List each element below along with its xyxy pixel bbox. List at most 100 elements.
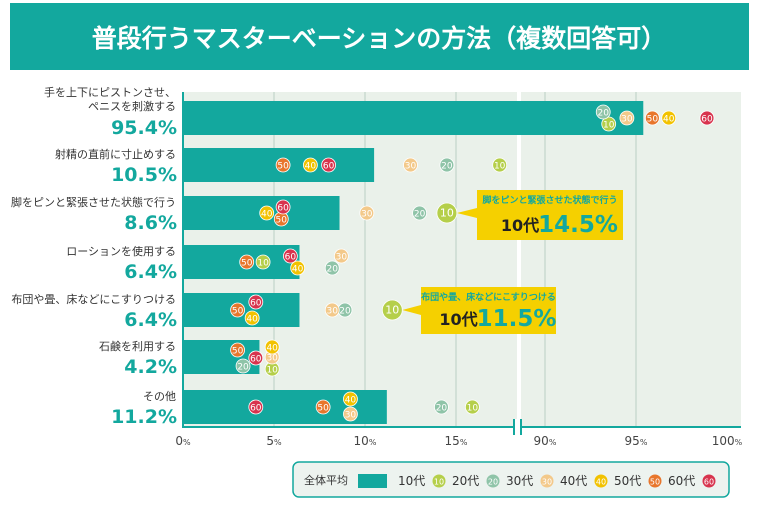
age-marker-label: 40 (663, 115, 675, 125)
age-marker-20 (235, 358, 251, 374)
age-marker-label: 20 (441, 162, 453, 172)
callout-box (477, 190, 623, 240)
legend-series-label: 10代 (398, 474, 425, 488)
age-marker-label: 20 (436, 404, 448, 414)
age-marker-label: 20 (339, 307, 351, 317)
age-marker-label: 20 (237, 363, 249, 373)
age-marker-10 (492, 157, 508, 173)
age-marker-50 (644, 110, 660, 126)
callout-value: 14.5% (538, 212, 618, 238)
age-marker-label: 10 (257, 259, 269, 269)
legend-series-label: 50代 (614, 474, 641, 488)
overall-pct-label: 11.2% (111, 406, 177, 428)
age-marker-label: 60 (323, 162, 335, 172)
x-tick-label: 90% (534, 434, 557, 448)
callout-title: 脚をピンと緊張させた状態で行う (482, 194, 617, 206)
age-marker-label: 60 (701, 115, 713, 125)
age-marker-label: 60 (250, 299, 262, 309)
category-label: 射精の直前に寸止めする (55, 147, 176, 161)
age-marker-60 (248, 350, 264, 366)
overall-pct-label: 10.5% (111, 164, 177, 186)
x-tick-label: 15% (445, 434, 468, 448)
age-marker-label: 10 (467, 404, 479, 414)
age-marker-label: 40 (292, 265, 304, 275)
age-marker-label: 60 (250, 404, 262, 414)
chart-title: 普段行うマスターベーションの方法（複数回答可） (92, 24, 667, 53)
x-tick-label: 95% (625, 434, 648, 448)
legend-marker-label: 10 (434, 478, 444, 487)
legend-marker-60 (702, 474, 716, 488)
legend-series-label: 60代 (668, 474, 695, 488)
title-banner (10, 3, 749, 70)
age-marker-60 (282, 248, 298, 264)
callout-age: 10代 (439, 310, 477, 329)
callout-value: 11.5% (477, 306, 557, 332)
category-label: 石鹸を利用する (99, 339, 176, 353)
legend-marker-20 (486, 474, 500, 488)
age-marker-10 (601, 116, 617, 132)
age-marker-label: 30 (361, 210, 373, 220)
age-marker-label: 10 (603, 121, 615, 131)
age-marker-40 (343, 391, 358, 407)
age-marker-label: 10 (494, 162, 506, 172)
age-marker-label: 50 (276, 216, 288, 226)
plot-background-right (521, 92, 741, 427)
age-marker-40 (290, 260, 306, 276)
age-marker-label: 50 (317, 404, 329, 414)
legend-series-label: 20代 (452, 474, 479, 488)
legend-marker-label: 20 (488, 478, 498, 487)
category-label: ローションを使用する (66, 245, 176, 258)
age-marker-label: 30 (327, 307, 339, 317)
age-marker-60 (321, 157, 337, 173)
x-tick-label: 0% (175, 434, 191, 448)
age-marker-label: 60 (250, 355, 262, 365)
age-marker-40 (244, 310, 260, 326)
legend-box (292, 461, 730, 498)
age-marker-label: 50 (232, 307, 244, 317)
age-marker-label: 30 (405, 162, 417, 172)
age-marker-label: 20 (414, 210, 426, 220)
category-label: 手を上下にピストンさせ、 (44, 85, 176, 99)
overall-pct-label: 4.2% (124, 356, 177, 378)
legend-marker-label: 40 (596, 478, 606, 487)
bar-overall (184, 101, 644, 135)
overall-pct-label: 6.4% (124, 261, 177, 283)
legend-marker-50 (648, 474, 662, 488)
age-marker-label: 40 (266, 344, 278, 354)
age-marker-30 (333, 248, 349, 264)
age-marker-label: 30 (345, 411, 357, 421)
age-marker-60 (248, 294, 264, 310)
age-marker-10 (255, 254, 271, 270)
age-marker-20 (324, 260, 340, 276)
age-marker-50 (230, 342, 246, 358)
age-marker-40 (264, 339, 280, 355)
age-marker-label: 30 (336, 253, 348, 263)
age-marker-50 (239, 254, 255, 270)
age-marker-30 (343, 406, 358, 422)
x-tick-label: 10% (354, 434, 377, 448)
age-marker-30 (359, 205, 375, 221)
age-marker-30 (403, 157, 418, 173)
age-marker-label: 10 (440, 207, 454, 220)
legend-marker-30 (540, 474, 554, 488)
legend-marker-label: 30 (542, 478, 552, 487)
legend-marker-label: 50 (650, 478, 660, 487)
age-marker-label: 20 (327, 265, 339, 275)
age-marker-50 (275, 157, 291, 173)
legend-marker-10 (432, 474, 446, 488)
age-marker-label: 60 (285, 253, 297, 263)
callout-age: 10代 (501, 216, 539, 235)
age-marker-40 (259, 205, 275, 221)
legend-marker-label: 60 (704, 478, 714, 487)
age-marker-40 (661, 110, 677, 126)
category-label: ペニスを刺激する (88, 99, 176, 113)
legend-marker-40 (594, 474, 608, 488)
age-marker-10 (464, 399, 480, 415)
age-marker-label: 50 (241, 259, 253, 269)
age-marker-20 (412, 205, 428, 221)
age-marker-30 (619, 110, 635, 126)
age-marker-label: 40 (345, 396, 357, 406)
x-tick-label: 5% (266, 434, 282, 448)
